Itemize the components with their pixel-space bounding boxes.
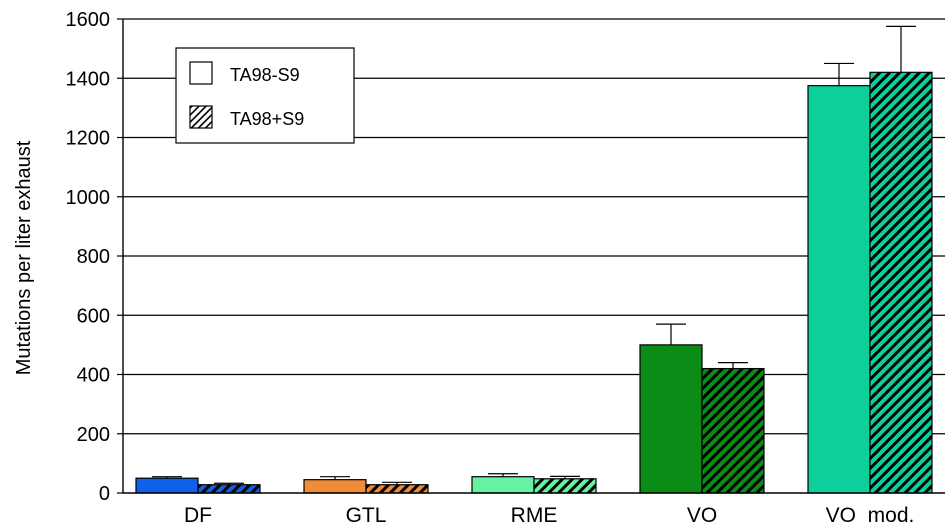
bar-hatched bbox=[197, 484, 261, 494]
x-category-label: RME bbox=[511, 504, 558, 527]
y-axis-title: Mutations per liter exhaust bbox=[13, 140, 35, 375]
bar-hatched bbox=[701, 367, 765, 494]
y-tick-label: 1200 bbox=[66, 128, 111, 150]
y-tick-label: 200 bbox=[77, 424, 110, 446]
x-category-label: GTL bbox=[346, 504, 387, 527]
y-tick-label: 0 bbox=[99, 483, 110, 505]
legend-swatch-solid bbox=[189, 61, 213, 85]
x-category-labels: DF GTL RME VO VO mod. bbox=[184, 504, 914, 527]
bar-solid bbox=[639, 344, 703, 494]
bar-hatched bbox=[365, 484, 429, 494]
legend: TA98-S9 TA98+S9 bbox=[175, 47, 355, 144]
bar-solid bbox=[471, 476, 535, 494]
x-category-label: VO mod. bbox=[826, 504, 915, 527]
bar-hatched bbox=[869, 71, 933, 494]
y-tick-label: 800 bbox=[77, 246, 110, 268]
x-category-label: VO bbox=[687, 504, 717, 527]
legend-label-2: TA98+S9 bbox=[230, 109, 304, 129]
bar-solid bbox=[807, 85, 871, 494]
bar-solid bbox=[135, 477, 199, 494]
y-tick-label: 1000 bbox=[66, 187, 111, 209]
x-category-label: DF bbox=[184, 504, 212, 527]
y-tick-label: 1600 bbox=[66, 9, 111, 31]
legend-label-1: TA98-S9 bbox=[230, 65, 300, 85]
y-tick-label: 600 bbox=[77, 305, 110, 327]
bar-hatched bbox=[533, 478, 597, 494]
legend-swatch-hatched bbox=[189, 105, 213, 129]
bars bbox=[135, 25, 933, 494]
y-tick-label: 400 bbox=[77, 365, 110, 387]
y-tick-label: 1400 bbox=[66, 68, 111, 90]
bar-solid bbox=[303, 479, 367, 494]
y-tick-labels: 0 200 400 600 800 1000 1200 1400 1600 bbox=[66, 9, 123, 505]
